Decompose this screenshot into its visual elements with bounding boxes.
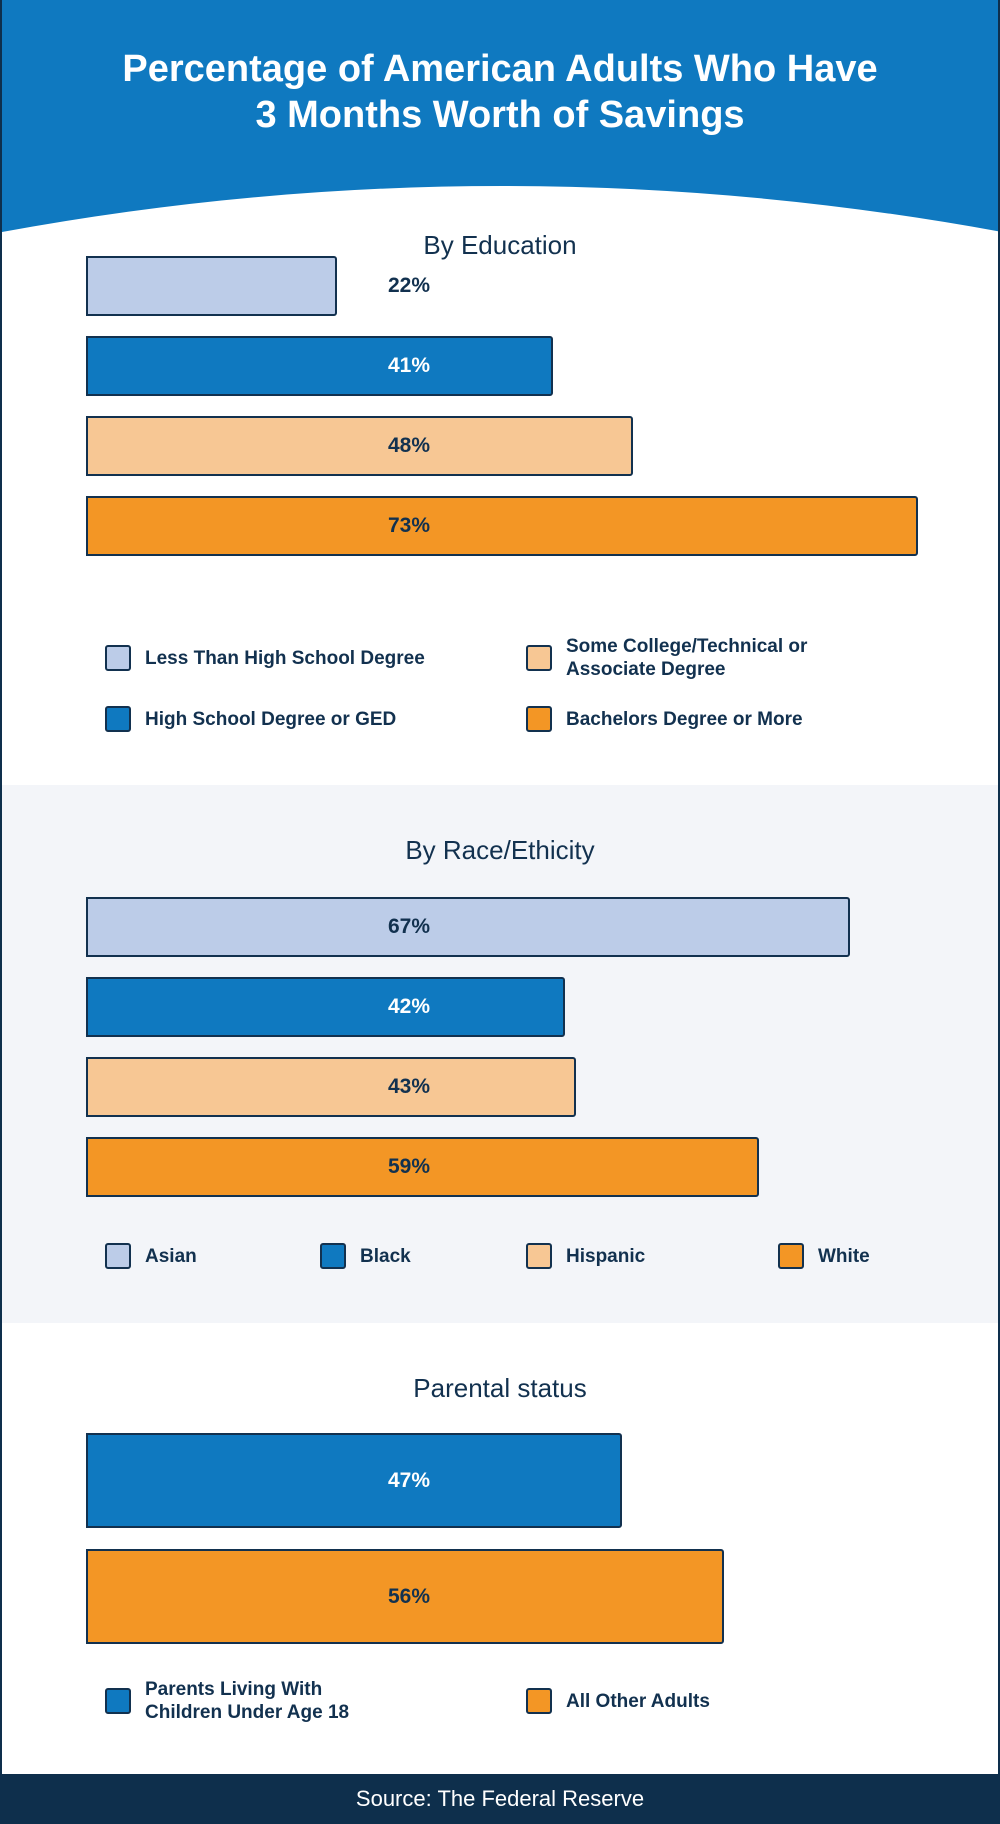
legend-label: Asian	[145, 1245, 197, 1267]
legend-swatch	[526, 706, 552, 732]
bar-value-label: 22%	[387, 274, 431, 297]
legend-label: Hispanic	[566, 1245, 646, 1267]
bar-asian	[86, 897, 850, 957]
education-section: By Education 22% 41% 48% 73% Less Than High…	[2, 200, 998, 785]
legend-label-line-2: Children Under Age 18	[145, 1702, 350, 1723]
legend-item-high-school: High School Degree or GED	[105, 706, 396, 732]
bar-value-label: 59%	[387, 1155, 431, 1178]
bar-value-label: 43%	[387, 1075, 431, 1098]
race-section: By Race/Ethicity 67% 42% 43% 59% Asian Blac…	[2, 785, 998, 1323]
bar-value-label: 73%	[387, 514, 431, 537]
title-line-1: Percentage of American Adults Who Have	[122, 48, 878, 90]
legend-item-white: White	[778, 1243, 870, 1269]
legend-item-less-than-high-school: Less Than High School Degree	[105, 645, 425, 671]
legend-item-black: Black	[320, 1243, 411, 1269]
legend-label: Bachelors Degree or More	[566, 708, 803, 730]
parental-section: Parental status 47% 56% Parents Living Wi…	[2, 1323, 998, 1774]
legend-swatch	[105, 645, 131, 671]
legend-swatch	[526, 1243, 552, 1269]
bar-value-label: 56%	[387, 1584, 431, 1608]
bar-value-label: 47%	[387, 1468, 431, 1492]
legend-swatch	[526, 645, 552, 671]
legend-label: Black	[360, 1245, 411, 1267]
legend-item-other-adults: All Other Adults	[526, 1688, 710, 1714]
page-title: Percentage of American Adults Who Have 3…	[2, 46, 998, 138]
bar-high-school-degree-or-ged	[86, 336, 553, 396]
legend-swatch	[526, 1688, 552, 1714]
legend-label: White	[818, 1245, 870, 1267]
bar-value-label: 67%	[387, 915, 431, 938]
bar-black	[86, 977, 565, 1037]
legend-label: Parents Living With Children Under Age 1…	[145, 1678, 349, 1724]
source-footer: Source: The Federal Reserve	[2, 1774, 998, 1824]
legend-label: High School Degree or GED	[145, 708, 397, 730]
bar-bachelors-degree-or-more	[86, 496, 918, 556]
bar-value-label: 41%	[387, 354, 431, 377]
legend-swatch	[105, 1688, 131, 1714]
bar-parents-living-with-children-under-age-18	[86, 1433, 622, 1528]
legend-label: All Other Adults	[566, 1690, 710, 1712]
legend-item-parents: Parents Living With Children Under Age 1…	[105, 1678, 349, 1724]
bar-hispanic	[86, 1057, 576, 1117]
bar-value-label: 48%	[387, 434, 431, 457]
bar-all-other-adults	[86, 1549, 724, 1644]
legend-label-line-1: Parents Living With	[145, 1679, 323, 1700]
education-section-title: By Education	[423, 230, 577, 260]
legend-item-some-college: Some College/Technical or Associate Degr…	[526, 635, 807, 681]
legend-swatch	[320, 1243, 346, 1269]
bar-less-than-high-school-degree	[86, 256, 337, 316]
legend-item-hispanic: Hispanic	[526, 1243, 645, 1269]
header-background	[2, 0, 998, 232]
legend-label: Less Than High School Degree	[145, 647, 425, 669]
legend-swatch	[105, 706, 131, 732]
legend-item-bachelors: Bachelors Degree or More	[526, 706, 803, 732]
bar-white	[86, 1137, 759, 1197]
legend-label-line-2: Associate Degree	[566, 659, 726, 680]
title-line-2: 3 Months Worth of Savings	[255, 94, 745, 136]
header-banner: Percentage of American Adults Who Have 3…	[2, 0, 998, 235]
bar-some-college-technical-or-associate-degree	[86, 416, 633, 476]
legend-label: Some College/Technical or Associate Degr…	[566, 635, 807, 681]
legend-swatch	[105, 1243, 131, 1269]
legend-swatch	[778, 1243, 804, 1269]
parental-section-title: Parental status	[413, 1373, 587, 1403]
bar-value-label: 42%	[387, 995, 431, 1018]
legend-item-asian: Asian	[105, 1243, 197, 1269]
legend-label-line-1: Some College/Technical or	[566, 636, 808, 657]
race-section-title: By Race/Ethicity	[405, 835, 595, 865]
